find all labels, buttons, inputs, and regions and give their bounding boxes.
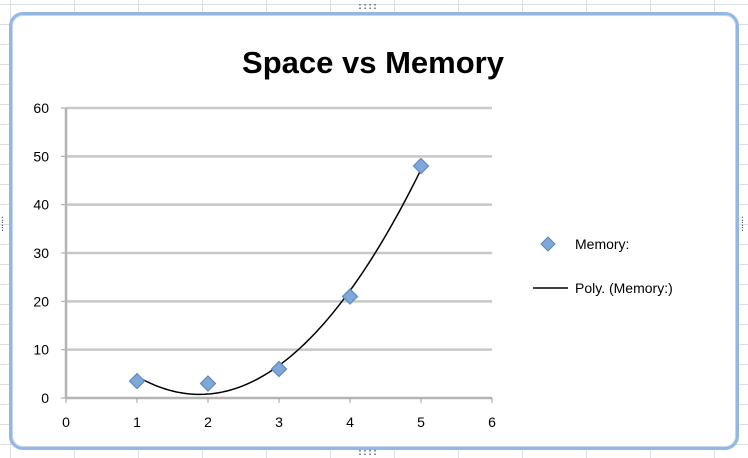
y-tick-label: 30 — [33, 245, 49, 261]
bottom-resize-handle[interactable]: :::: — [357, 447, 378, 458]
left-resize-handle[interactable]: ::: — [0, 214, 5, 233]
legend[interactable]: Memory: Poly. (Memory:) — [533, 236, 673, 296]
axes: 0 10 20 30 40 50 60 0 1 2 3 4 5 6 — [33, 100, 496, 430]
trendline-layer — [136, 169, 422, 396]
data-point — [341, 288, 359, 305]
x-tick-label: 3 — [275, 414, 283, 430]
chart-title: Space vs Memory — [242, 45, 505, 80]
gridlines — [66, 106, 492, 351]
top-resize-handle[interactable]: :::: — [357, 1, 378, 12]
legend-marker-memory — [540, 236, 556, 252]
x-tick-label: 0 — [62, 414, 70, 430]
y-tick-label: 20 — [33, 293, 49, 309]
data-point — [128, 372, 146, 390]
data-point — [412, 157, 430, 175]
x-tick-label: 2 — [204, 414, 212, 430]
x-tick-label: 4 — [346, 414, 354, 430]
y-tick-label: 60 — [33, 100, 49, 116]
data-points — [128, 157, 430, 392]
x-tick-label: 1 — [133, 414, 141, 430]
trendline-curve — [136, 169, 422, 396]
legend-label-trendline: Poly. (Memory:) — [575, 280, 673, 296]
x-tick-label: 5 — [417, 414, 425, 430]
y-tick-label: 0 — [41, 390, 49, 406]
legend-label-memory: Memory: — [575, 236, 629, 252]
chart-area[interactable] — [9, 12, 739, 450]
x-tick-label: 6 — [488, 414, 496, 430]
y-tick-label: 10 — [33, 342, 49, 358]
data-point — [270, 360, 288, 378]
right-resize-handle[interactable]: ::: — [740, 214, 745, 233]
y-tick-label: 50 — [33, 148, 49, 164]
data-point — [199, 375, 217, 392]
y-tick-label: 40 — [33, 197, 49, 213]
